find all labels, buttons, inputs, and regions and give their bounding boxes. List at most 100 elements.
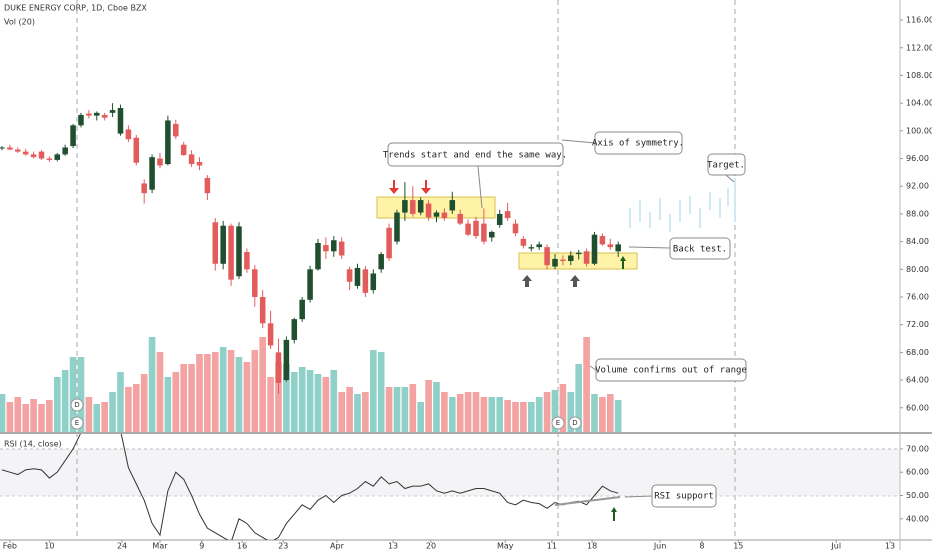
callout-pointer [725, 174, 735, 183]
rsi-pane [1, 434, 619, 540]
candle-body [591, 234, 598, 264]
candle-body [173, 123, 179, 137]
y-tick-label: 60.00 [906, 468, 929, 477]
volume-bar [227, 350, 235, 432]
rsi-line [1, 434, 619, 540]
candle-body [512, 223, 519, 234]
callout [707, 153, 746, 176]
volume-bar [480, 397, 488, 432]
callout [651, 484, 717, 508]
range-box [518, 252, 638, 270]
candle-body [496, 213, 503, 225]
x-tick-label: 10 [44, 542, 54, 550]
volume-bar [117, 372, 124, 432]
volume-bar [101, 402, 108, 432]
volume-bar [14, 397, 22, 432]
volume-bar [433, 382, 440, 432]
candle-body [180, 144, 187, 156]
candle-body [7, 147, 13, 150]
candle-body [157, 158, 163, 166]
candle-body [54, 154, 61, 160]
candle-body [283, 339, 290, 381]
rsi-band [0, 449, 900, 496]
candle-body [141, 183, 147, 194]
candle-body [188, 154, 195, 165]
volume-bar [188, 364, 195, 432]
volume-bar [251, 350, 259, 432]
candle-body [46, 158, 53, 160]
candle-body [204, 177, 211, 194]
volume-bar [591, 394, 598, 432]
event-marker: E [70, 416, 84, 430]
candle-body [528, 247, 535, 249]
up-arrow [570, 275, 580, 287]
volume-bar [527, 402, 535, 432]
candle-body [133, 137, 140, 163]
volume-bar [377, 352, 385, 432]
candle-body [346, 269, 353, 282]
chart-title: DUKE ENERGY CORP, 1D, Cboe BZX [4, 4, 147, 13]
y-tick-label: 64.00 [906, 376, 929, 385]
volume-bar [219, 347, 227, 432]
volume-bar [196, 354, 203, 432]
volume-bar [614, 400, 622, 432]
x-tick-label: 16 [237, 542, 247, 550]
volume-bar [583, 337, 590, 432]
y-tick-label: 70.00 [906, 444, 929, 453]
candle-body [78, 114, 84, 126]
annotation: Volume confirms out of range [595, 366, 747, 376]
volume-bar [606, 394, 614, 432]
y-tick-label: 80.00 [906, 265, 929, 274]
candle-body [275, 352, 282, 383]
candle-body [291, 319, 298, 340]
up-arrow [620, 256, 626, 269]
candle-body [520, 238, 527, 246]
up-arrow [611, 507, 617, 521]
volume-bar [125, 387, 132, 432]
volume-bar [464, 392, 472, 432]
y-tick-label: 92.00 [906, 182, 929, 191]
candle-body [568, 255, 574, 261]
volume-bar [417, 402, 425, 432]
candle-body [101, 114, 108, 118]
candle-body [70, 125, 76, 147]
x-tick-label: 24 [117, 542, 127, 550]
candle-body [125, 129, 132, 140]
volume-bar [53, 377, 61, 432]
candle-body [62, 147, 68, 155]
annotation: Back test. [673, 245, 727, 255]
volume-bar [306, 370, 314, 432]
annotation: Trends start and end the same way. [383, 151, 567, 161]
callout [669, 237, 731, 260]
y-tick-label: 88.00 [906, 209, 929, 218]
candle-body [252, 269, 258, 297]
volume-bar [61, 370, 69, 432]
x-tick-label: 8 [699, 542, 704, 550]
y-tick-label: 60.00 [906, 403, 929, 412]
y-tick-label: 50.00 [906, 491, 929, 500]
volume-bar [290, 372, 298, 432]
callout-pointer [561, 139, 596, 144]
candle-body [109, 110, 116, 113]
volume-bar [330, 370, 338, 432]
candle-body [15, 149, 21, 152]
candle-body [94, 112, 100, 116]
candle-body [386, 227, 392, 259]
event-marker: D [568, 416, 582, 430]
candle-body [331, 240, 337, 252]
y-tick-label: 116.00 [906, 16, 932, 25]
candle-body [236, 226, 242, 277]
volume-bar [235, 357, 243, 432]
volume-bar [0, 394, 6, 432]
annotation: Target. [707, 161, 745, 171]
candle-body [457, 213, 463, 224]
candle-body [165, 120, 171, 165]
volume-bar [551, 390, 559, 432]
volume-bar [298, 367, 306, 432]
candle-body [465, 223, 471, 235]
annotation: Axis of symmetry. [592, 139, 684, 149]
volume-bar [338, 392, 346, 432]
candle-body [0, 147, 5, 149]
rsi-title: RSI (14, close) [4, 440, 62, 449]
volume-bar [401, 387, 409, 432]
